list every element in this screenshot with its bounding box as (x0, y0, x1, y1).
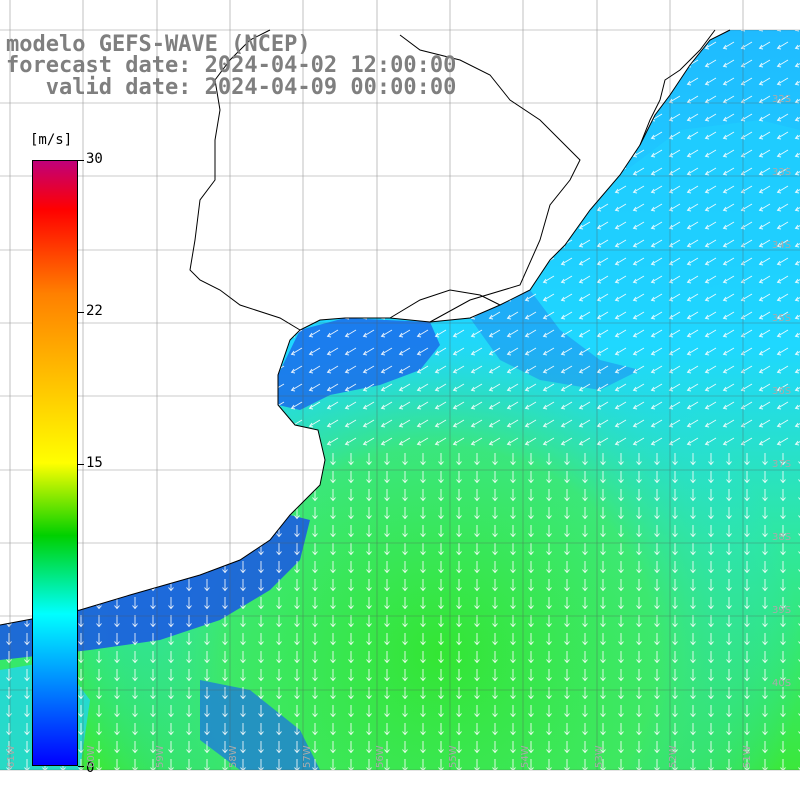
colorbar-tick-mid: 15 (86, 455, 103, 471)
lon-label: 58W (228, 745, 239, 768)
lat-label: 37S (772, 459, 792, 470)
colorbar-tickmark (78, 160, 84, 161)
coastline (0, 29, 731, 626)
lon-label: 54W (520, 745, 531, 768)
lat-label: 35S (772, 313, 792, 324)
lon-label: 55W (448, 745, 459, 768)
lon-label: 59W (155, 745, 166, 768)
lat-label: 38S (772, 532, 792, 543)
lon-label: 57W (302, 745, 313, 768)
lon-label: 52W (668, 745, 679, 768)
colorbar-tickmark (78, 464, 84, 465)
colorbar-tick-max: 30 (86, 151, 103, 167)
colorbar (32, 160, 78, 766)
lat-label: 36S (772, 386, 792, 397)
colorbar-tick-min: 0 (86, 760, 95, 776)
lat-label: 34S (772, 240, 792, 251)
lon-label: 51W (742, 745, 753, 768)
colorbar-tickmark (78, 312, 84, 313)
lat-label: 40S (772, 678, 792, 689)
colorbar-unit: [m/s] (30, 132, 73, 148)
lat-label: 32S (772, 94, 792, 105)
lon-label: 60W (86, 745, 97, 768)
model-title: modelo GEFS-WAVE (NCEP) (6, 32, 311, 57)
forecast-date: forecast date: 2024-04-02 12:00:00 (6, 53, 457, 78)
lat-label: 33S (772, 167, 792, 178)
lon-label: 56W (375, 745, 386, 768)
colorbar-tickmark (78, 766, 84, 767)
colorbar-tick-high: 22 (86, 303, 103, 319)
valid-date: valid date: 2024-04-09 00:00:00 (6, 75, 457, 100)
lon-label: 61W (6, 745, 17, 768)
graticule (0, 0, 800, 771)
lat-label: 39S (772, 605, 792, 616)
lon-label: 53W (594, 745, 605, 768)
